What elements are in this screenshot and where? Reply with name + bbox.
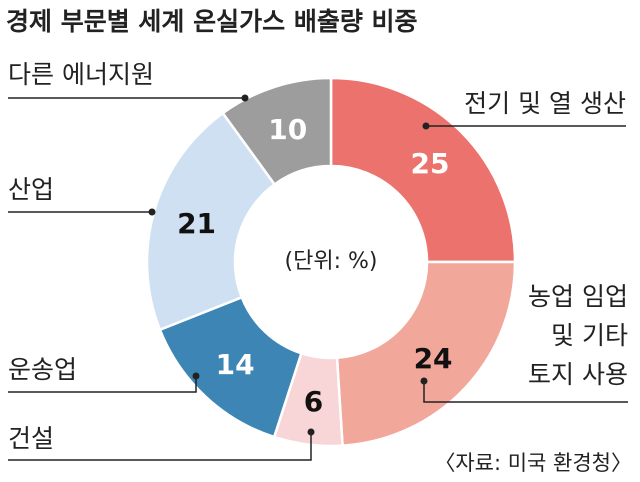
leader-lines <box>8 94 628 461</box>
value-label-건설: 6 <box>304 385 323 418</box>
category-label-line: 농업 임업 <box>528 282 628 311</box>
category-label-line: 전기 및 열 생산 <box>464 89 626 118</box>
chart-title: 경제 부문별 세계 온실가스 배출량 비중 <box>6 7 418 36</box>
leader-dot-전기-및-열-생산 <box>422 122 430 130</box>
value-label-다른-에너지원: 10 <box>268 113 307 146</box>
center-unit-label: (단위: %) <box>285 249 378 274</box>
leader-dot-운송업 <box>192 372 200 380</box>
leader-line-농업-임업-및-기타-토지-사용 <box>423 381 628 403</box>
value-label-산업: 21 <box>177 207 216 240</box>
category-label-line: 운송업 <box>8 355 77 384</box>
slices-layer <box>145 76 517 448</box>
slice-다른-에너지원 <box>221 76 333 187</box>
slice-농업-임업-및-기타-토지-사용 <box>335 260 517 447</box>
value-label-운송업: 14 <box>216 348 255 381</box>
category-label-line: 건설 <box>8 424 54 453</box>
slice-전기-및-열-생산 <box>329 76 517 264</box>
leader-dot-농업-임업-및-기타-토지-사용 <box>420 377 428 385</box>
category-label-운송업: 운송업 <box>8 355 77 384</box>
category-label-line: 토지 사용 <box>528 360 628 389</box>
category-label-line: 다른 에너지원 <box>8 60 154 89</box>
category-label-산업: 산업 <box>8 175 54 204</box>
leader-dot-산업 <box>148 208 156 216</box>
category-label-line: 및 기타 <box>551 321 628 350</box>
leader-line-건설 <box>8 432 312 461</box>
category-label-다른-에너지원: 다른 에너지원 <box>8 60 154 89</box>
category-label-건설: 건설 <box>8 424 54 453</box>
category-label-line: 산업 <box>8 175 54 204</box>
slice-산업 <box>145 111 277 332</box>
leader-line-운송업 <box>8 376 197 393</box>
category-label-전기-및-열-생산: 전기 및 열 생산 <box>464 89 626 118</box>
value-label-전기-및-열-생산: 25 <box>411 147 450 180</box>
leader-dot-다른-에너지원 <box>241 94 249 102</box>
source-note: 〈자료: 미국 환경청〉 <box>434 451 632 475</box>
value-label-농업-임업-및-기타-토지-사용: 24 <box>414 342 453 375</box>
leader-dot-건설 <box>307 428 315 436</box>
